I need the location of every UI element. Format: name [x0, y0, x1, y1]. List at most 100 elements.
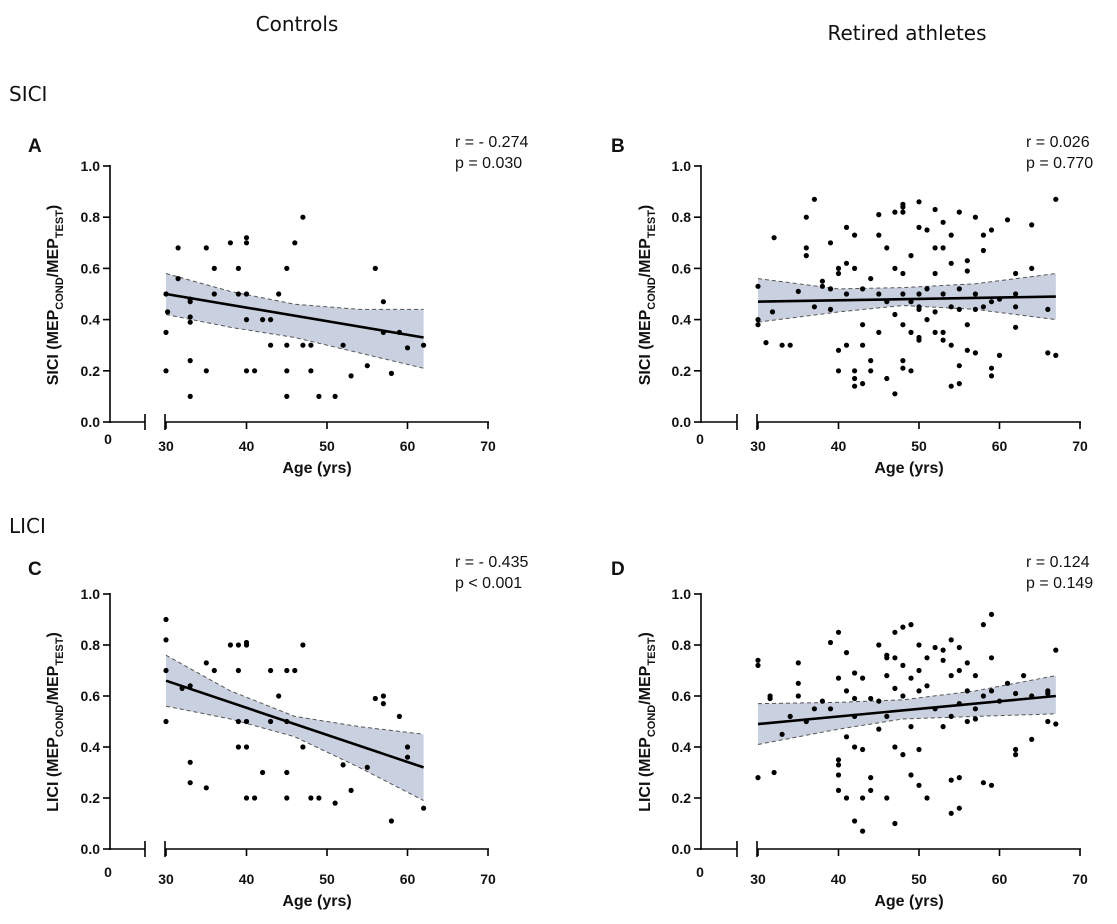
data-point: [763, 340, 769, 346]
data-point: [860, 322, 866, 328]
data-point: [940, 291, 946, 297]
data-point: [803, 245, 809, 251]
data-point: [876, 698, 882, 704]
data-point: [900, 270, 906, 277]
data-point: [892, 629, 898, 635]
data-point: [163, 368, 169, 374]
data-point: [972, 306, 979, 312]
p-value: p = 0.770: [1026, 155, 1093, 172]
data-point: [243, 368, 250, 374]
row-title-sici: SICI: [9, 82, 47, 106]
x-tick-label: 70: [1072, 871, 1088, 887]
p-value: p = 0.030: [455, 155, 522, 172]
data-point: [835, 265, 842, 271]
y-tick-label: 0.8: [81, 637, 101, 653]
correlation-r: r = 0.026: [1026, 134, 1090, 151]
data-point: [940, 657, 946, 663]
data-point: [308, 342, 314, 348]
data-point: [243, 718, 250, 725]
panel-b: 0.0 0.2 0.4 0.6 0.8 1.0 0 30 40 50 60 70 Age (yrs) SI…: [611, 134, 1093, 477]
data-point: [380, 299, 386, 305]
data-point: [211, 667, 217, 674]
data-point: [203, 368, 209, 374]
data-point: [1053, 196, 1059, 202]
data-point: [308, 368, 314, 374]
data-point: [860, 286, 866, 292]
data-point: [988, 655, 995, 661]
data-point: [908, 253, 914, 259]
data-point: [964, 258, 970, 264]
x-tick-label: 0: [104, 431, 112, 447]
p-value: p = 0.149: [1026, 575, 1093, 592]
data-point: [964, 322, 970, 328]
data-point: [900, 358, 906, 364]
data-point: [900, 662, 906, 669]
data-point: [835, 772, 842, 778]
panel-letter: C: [28, 559, 42, 580]
data-point: [860, 795, 866, 801]
data-point: [243, 744, 250, 750]
y-tick-label: 0.6: [81, 688, 101, 704]
data-point: [175, 276, 181, 282]
data-point: [892, 655, 898, 661]
y-tick-label: 0.6: [81, 260, 101, 276]
data-point: [187, 393, 193, 399]
data-point: [235, 744, 241, 750]
data-point: [404, 345, 411, 351]
data-point: [380, 693, 386, 699]
data-point: [852, 375, 858, 382]
data-point: [187, 314, 193, 320]
data-point: [900, 201, 906, 207]
data-point: [175, 245, 181, 251]
data-point: [795, 660, 801, 666]
data-point: [860, 342, 866, 348]
data-point: [843, 734, 850, 740]
data-point: [988, 227, 995, 233]
data-point: [876, 232, 882, 238]
data-point: [884, 795, 890, 801]
data-point: [1013, 690, 1019, 697]
data-point: [835, 787, 842, 794]
ci-upper-line: [757, 273, 1056, 290]
data-point: [843, 224, 850, 230]
data-point: [421, 805, 427, 811]
data-point: [380, 701, 386, 707]
data-point: [300, 642, 306, 648]
y-tick-label: 0.0: [81, 414, 101, 430]
y-tick-label: 1.0: [81, 158, 101, 174]
y-axis-label: SICI (MEPCOND/MEPTEST): [637, 205, 658, 386]
data-point: [268, 667, 274, 674]
data-point: [348, 373, 354, 379]
data-point: [163, 667, 169, 674]
data-point: [860, 381, 866, 387]
data-point: [284, 265, 290, 271]
data-point: [755, 662, 761, 669]
data-point: [852, 695, 858, 702]
x-tick-label: 30: [158, 871, 174, 887]
x-tick-label: 60: [992, 438, 1008, 454]
data-point: [835, 270, 842, 277]
data-point: [908, 368, 914, 374]
data-point: [964, 347, 970, 353]
data-point: [900, 624, 906, 630]
data-point: [1045, 690, 1051, 697]
y-tick-label: 0.2: [672, 790, 692, 806]
data-point: [948, 713, 954, 720]
data-point: [364, 363, 370, 369]
data-point: [932, 309, 938, 315]
data-point: [916, 688, 922, 694]
data-point: [284, 769, 290, 776]
data-point: [932, 245, 938, 251]
data-point: [924, 655, 930, 661]
data-point: [892, 265, 898, 271]
data-point: [268, 317, 274, 323]
y-tick-label: 0.4: [672, 312, 692, 328]
data-point: [972, 350, 979, 356]
row-title-lici: LICI: [9, 514, 46, 538]
data-point: [243, 317, 250, 323]
data-point: [388, 370, 394, 376]
y-tick-label: 0.8: [672, 209, 692, 225]
data-point: [924, 227, 930, 233]
y-tick-label: 0.0: [672, 414, 692, 430]
